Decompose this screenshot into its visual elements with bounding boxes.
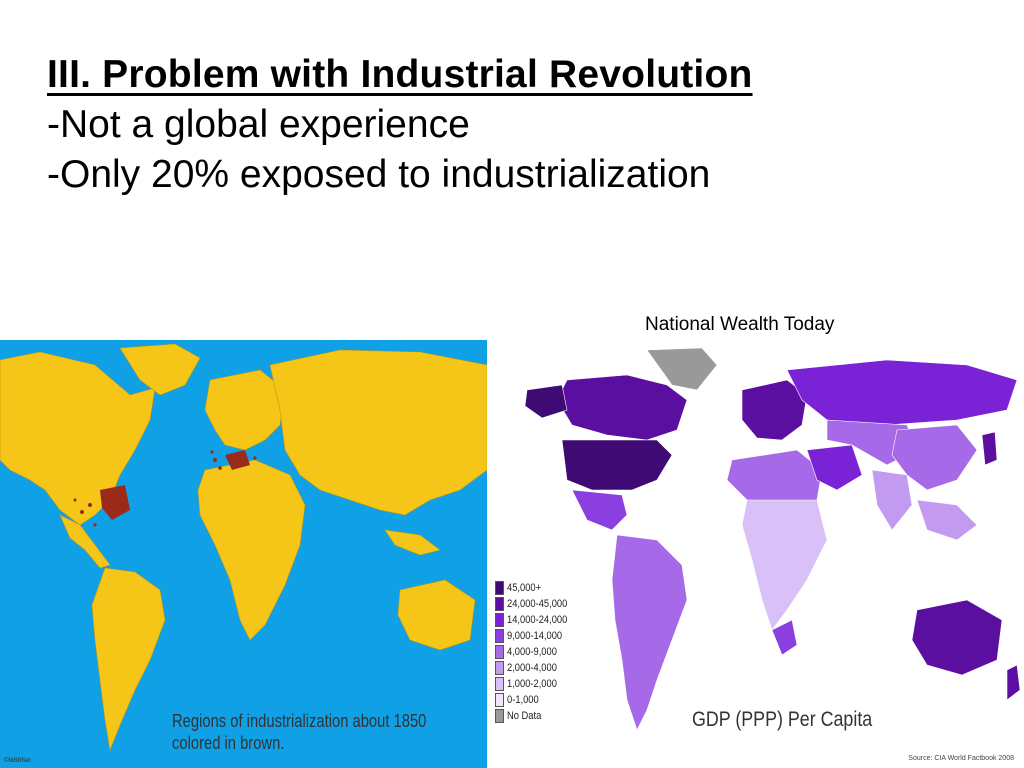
industrial-region-europe: [225, 450, 250, 470]
gdp-map-svg: [524, 347, 1021, 731]
legend-label: 14,000-24,000: [507, 614, 568, 626]
legend-row-4: 4,000-9,000: [495, 644, 578, 660]
legend-label: 1,000-2,000: [507, 678, 557, 690]
australia-shape: [397, 579, 476, 651]
south-america-gdp-shape: [611, 534, 688, 731]
legend-row-0: 45,000+: [495, 580, 578, 596]
greenland-shape: [119, 343, 201, 396]
europe-gdp-shape: [741, 379, 808, 441]
industrialization-map: Regions of industrialization about 1850 …: [0, 340, 487, 768]
south-africa-gdp-shape: [771, 619, 798, 656]
legend-label: 2,000-4,000: [507, 662, 557, 674]
legend-row-5: 2,000-4,000: [495, 660, 578, 676]
legend-swatch: [495, 693, 504, 707]
industrialization-map-svg: [0, 343, 487, 752]
legend-swatch: [495, 597, 504, 611]
alaska-shape: [524, 384, 568, 419]
legend-row-2: 14,000-24,000: [495, 612, 578, 628]
europe-shape: [204, 369, 286, 451]
legend-label: 0-1,000: [507, 694, 539, 706]
legend-label: 24,000-45,000: [507, 598, 568, 610]
legend-row-6: 1,000-2,000: [495, 676, 578, 692]
copyright-text: ©MBBNet: [4, 758, 31, 764]
slide-title: III. Problem with Industrial Revolution: [47, 53, 753, 96]
legend-swatch: [495, 645, 504, 659]
legend-swatch: [495, 661, 504, 675]
africa-shape: [197, 459, 306, 641]
south-america-shape: [91, 567, 166, 752]
legend-label: 9,000-14,000: [507, 630, 563, 642]
japan-gdp-shape: [981, 431, 998, 466]
gdp-map: 45,000+ 24,000-45,000 14,000-24,000 9,00…: [487, 340, 1024, 768]
legend-label: 45,000+: [507, 582, 542, 594]
industrial-region-us-east: [100, 485, 130, 520]
legend-row-7: 0-1,000: [495, 692, 578, 708]
legend-swatch: [495, 613, 504, 627]
legend-swatch: [495, 709, 504, 723]
bullet-1: -Not a global experience: [47, 103, 470, 146]
usa-shape: [561, 439, 673, 491]
africa-central-gdp-shape: [741, 499, 828, 631]
slide-text: III. Problem with Industrial Revolution …: [47, 50, 1007, 200]
se-asia-shape: [384, 529, 441, 556]
central-america-shape: [59, 514, 111, 569]
greenland-gdp-shape: [646, 347, 718, 391]
china-gdp-shape: [891, 424, 978, 491]
legend-row-1: 24,000-45,000: [495, 596, 578, 612]
gdp-legend: 45,000+ 24,000-45,000 14,000-24,000 9,00…: [495, 580, 578, 724]
legend-swatch: [495, 677, 504, 691]
india-gdp-shape: [871, 469, 913, 531]
legend-label: 4,000-9,000: [507, 646, 557, 658]
new-zealand-gdp-shape: [1006, 664, 1021, 701]
north-america-shape: [0, 351, 156, 526]
legend-swatch: [495, 629, 504, 643]
middle-east-gdp-shape: [806, 444, 863, 491]
asia-shape: [269, 349, 487, 516]
source-text: Source: CIA World Factbook 2008: [908, 755, 1014, 762]
legend-row-8: No Data: [495, 708, 578, 724]
national-wealth-caption: National Wealth Today: [645, 314, 835, 335]
legend-swatch: [495, 581, 504, 595]
se-asia-gdp-shape: [916, 499, 978, 541]
russia-gdp-shape: [786, 359, 1018, 426]
australia-gdp-shape: [911, 599, 1003, 676]
industrialization-caption: Regions of industrialization about 1850 …: [172, 710, 426, 754]
canada-shape: [556, 374, 688, 441]
caption-line-2: colored in brown.: [172, 733, 285, 753]
gdp-map-title: GDP (PPP) Per Capita: [692, 708, 873, 731]
legend-row-3: 9,000-14,000: [495, 628, 578, 644]
legend-label: No Data: [507, 710, 542, 722]
mexico-shape: [571, 489, 628, 531]
bullet-2: -Only 20% exposed to industrialization: [47, 153, 711, 196]
caption-line-1: Regions of industrialization about 1850: [172, 711, 427, 731]
africa-north-gdp-shape: [726, 449, 823, 506]
